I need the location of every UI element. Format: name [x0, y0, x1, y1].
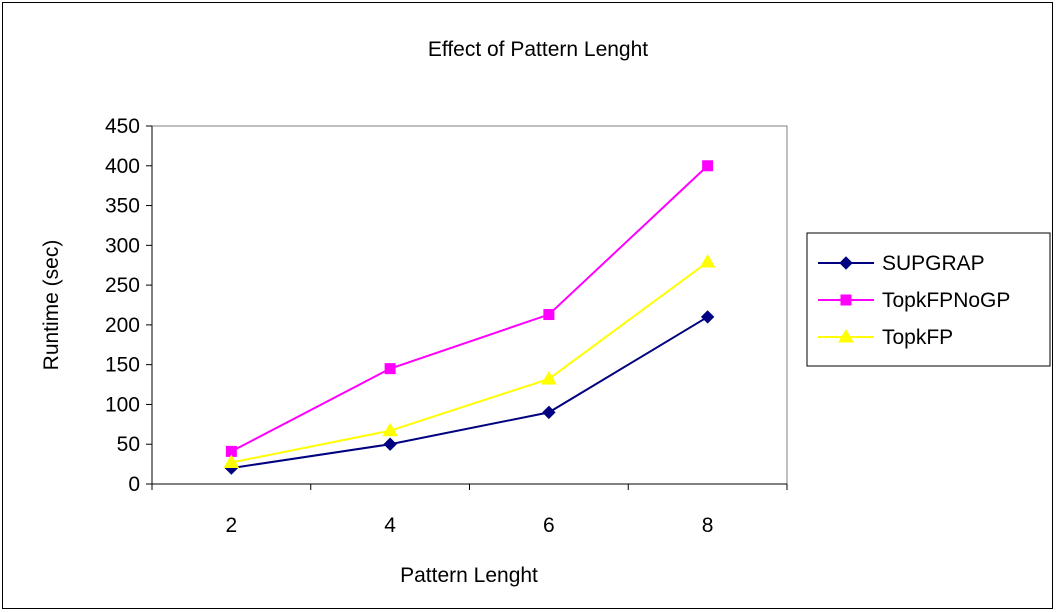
y-tick-label: 350	[105, 195, 140, 218]
legend-marker	[838, 329, 854, 343]
data-point	[383, 437, 397, 451]
data-point	[702, 160, 714, 172]
y-tick-label: 100	[105, 393, 140, 416]
legend-item: SUPGRAP	[818, 252, 985, 275]
plot-area	[151, 125, 788, 485]
legend-label: SUPGRAP	[882, 252, 985, 275]
data-point	[543, 309, 555, 321]
axes: 0 50 100 150 200 250 300 350 400 450 2 4 6 8	[105, 115, 788, 537]
legend: SUPGRAP TopkFPNoGP TopkFP	[806, 232, 1051, 367]
y-tick-label: 250	[105, 274, 140, 297]
x-tick-label: 4	[384, 514, 396, 537]
series-line	[231, 316, 709, 470]
y-tick-label: 300	[105, 234, 140, 257]
y-tick-label: 50	[117, 433, 140, 456]
series-line	[230, 165, 709, 453]
data-point	[541, 370, 557, 385]
legend-marker	[839, 256, 853, 270]
data-point	[382, 422, 398, 437]
data-point	[542, 405, 556, 420]
x-axis-label: Pattern Lenght	[400, 564, 538, 587]
y-tick-label: 0	[128, 473, 140, 496]
y-tick-label: 200	[105, 314, 140, 337]
y-tick-label: 150	[105, 354, 140, 377]
y-tick-label: 400	[105, 155, 140, 178]
series-line	[231, 261, 709, 464]
legend-marker	[840, 294, 852, 306]
data-point	[700, 310, 715, 324]
x-tick-label: 6	[543, 514, 555, 537]
chart-title: Effect of Pattern Lenght	[428, 38, 648, 61]
series-topkfpnogp	[225, 160, 714, 457]
x-tick-label: 8	[702, 514, 714, 537]
legend-label: TopkFPNoGP	[882, 289, 1010, 312]
legend-item: TopkFPNoGP	[818, 289, 1010, 312]
legend-item: TopkFP	[818, 326, 953, 349]
series-group	[223, 160, 716, 475]
legend-label: TopkFP	[882, 326, 953, 349]
y-tick-label: 450	[105, 115, 140, 138]
series-topkfp	[223, 254, 716, 469]
data-point	[699, 254, 716, 268]
data-point	[384, 363, 396, 375]
x-tick-label: 2	[226, 514, 238, 537]
data-point	[223, 454, 240, 469]
y-axis-label: Runtime (sec)	[40, 240, 63, 371]
